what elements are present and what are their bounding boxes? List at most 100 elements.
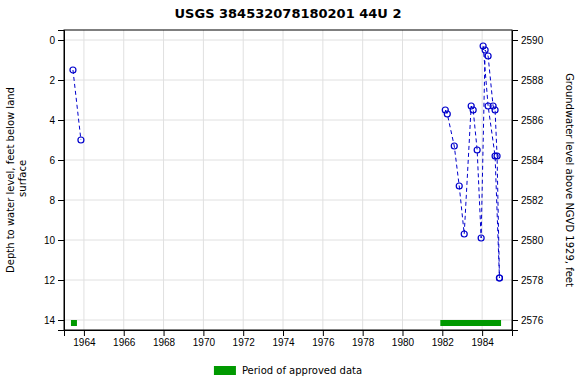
x-axis-tick-mark bbox=[442, 330, 443, 336]
series-point bbox=[478, 235, 484, 241]
x-axis-tick-mark bbox=[84, 330, 85, 336]
x-grid-line bbox=[243, 30, 244, 330]
y-axis-tick-mark bbox=[58, 80, 64, 81]
series-point bbox=[444, 111, 450, 117]
legend-swatch bbox=[214, 366, 236, 375]
y-axis-tick-mark bbox=[58, 240, 64, 241]
y2-axis-tick: 2578 bbox=[512, 275, 544, 286]
y2-axis-title: Groundwater level above NGVD 1929, feet bbox=[564, 73, 575, 287]
y-grid-line bbox=[64, 120, 512, 121]
x-axis-tick-label: 1964 bbox=[73, 337, 96, 348]
approved-period bbox=[71, 320, 77, 326]
y-grid-line bbox=[64, 240, 512, 241]
y2-axis-tick: 2584 bbox=[512, 155, 544, 166]
series-point bbox=[70, 67, 76, 73]
y-axis-tick: 6 bbox=[49, 155, 64, 166]
y-axis-tick-label: 10 bbox=[44, 235, 56, 246]
y-axis-tick-mark bbox=[58, 160, 64, 161]
y2-axis-tick-label: 2584 bbox=[521, 155, 544, 166]
x-axis-tick-label: 1974 bbox=[272, 337, 295, 348]
series-point bbox=[451, 143, 457, 149]
x-axis-tick-mark bbox=[482, 330, 483, 336]
x-axis-tick: 1964 bbox=[73, 330, 96, 348]
y2-axis-tick: 2590 bbox=[512, 35, 544, 46]
y-axis-tick: 4 bbox=[49, 115, 64, 126]
series-point bbox=[480, 43, 486, 49]
series-point bbox=[485, 103, 491, 109]
series-point bbox=[496, 275, 502, 281]
x-grid-line bbox=[402, 30, 403, 330]
y-axis-tick-mark bbox=[58, 320, 64, 321]
y-axis-tick: 10 bbox=[44, 235, 64, 246]
x-axis-tick-mark bbox=[243, 330, 244, 336]
x-axis-tick-mark bbox=[323, 330, 324, 336]
x-grid-line bbox=[163, 30, 164, 330]
x-axis-tick: 1978 bbox=[352, 330, 375, 348]
y-grid-line bbox=[64, 80, 512, 81]
y-axis-tick-label: 14 bbox=[44, 315, 56, 326]
y-axis-tick-mark bbox=[58, 40, 64, 41]
y2-axis: 25762578258025822584258625882590 bbox=[512, 31, 544, 331]
x-grid-line bbox=[442, 30, 443, 330]
x-axis-tick-label: 1982 bbox=[432, 337, 455, 348]
y-axis-tick-mark bbox=[58, 200, 64, 201]
series-point bbox=[485, 53, 491, 59]
y2-axis-tick-label: 2590 bbox=[521, 35, 544, 46]
y-axis-tick-label: 2 bbox=[49, 75, 55, 86]
plot-frame bbox=[64, 30, 512, 330]
x-axis-tick-mark bbox=[124, 330, 125, 336]
x-axis-tick: 1980 bbox=[392, 330, 415, 348]
legend: Period of approved data bbox=[214, 365, 362, 376]
y2-axis-tick-mark bbox=[512, 80, 518, 81]
y-grid-line bbox=[64, 280, 512, 281]
series-point bbox=[470, 107, 476, 113]
y2-axis-line bbox=[513, 31, 519, 331]
x-axis-tick: 1972 bbox=[233, 330, 256, 348]
legend-label: Period of approved data bbox=[242, 365, 362, 376]
y2-axis-tick: 2582 bbox=[512, 195, 544, 206]
y2-axis-tick-mark bbox=[512, 320, 518, 321]
series-line bbox=[73, 70, 81, 140]
x-grid-line bbox=[322, 30, 323, 330]
y-axis-tick: 12 bbox=[44, 275, 64, 286]
x-grid-line bbox=[362, 30, 363, 330]
y-axis-tick: 8 bbox=[49, 195, 64, 206]
y-grid-line bbox=[64, 200, 512, 201]
y2-axis-tick-label: 2582 bbox=[521, 195, 544, 206]
x-axis-tick-mark bbox=[203, 330, 204, 336]
y2-axis-tick-mark bbox=[512, 240, 518, 241]
y2-axis-tick-label: 2580 bbox=[521, 235, 544, 246]
y2-axis-tick-label: 2588 bbox=[521, 75, 544, 86]
y2-axis-tick-label: 2586 bbox=[521, 115, 544, 126]
y-axis: 0 2 4 6 8 10 12 14 bbox=[44, 31, 65, 331]
approved-period bbox=[440, 320, 501, 326]
x-axis-tick: 1970 bbox=[193, 330, 216, 348]
x-axis-tick: 1966 bbox=[113, 330, 136, 348]
x-axis-tick: 1984 bbox=[472, 330, 495, 348]
x-grid-line bbox=[203, 30, 204, 330]
y-axis-tick: 2 bbox=[49, 75, 64, 86]
y2-axis-tick-label: 2578 bbox=[521, 275, 544, 286]
y-axis-tick: 14 bbox=[44, 315, 64, 326]
y2-axis-tick: 2586 bbox=[512, 115, 544, 126]
x-axis-line bbox=[65, 331, 513, 337]
x-axis-tick: 1982 bbox=[432, 330, 455, 348]
y-grid-line bbox=[64, 160, 512, 161]
y2-axis-tick: 2580 bbox=[512, 235, 544, 246]
legend-item: Period of approved data bbox=[214, 365, 362, 376]
x-axis-tick-label: 1970 bbox=[193, 337, 216, 348]
x-axis-tick-label: 1972 bbox=[233, 337, 256, 348]
x-grid-line bbox=[123, 30, 124, 330]
y-axis-tick-label: 12 bbox=[44, 275, 56, 286]
title: USGS 384532078180201 44U 2 bbox=[175, 6, 402, 21]
series-point bbox=[492, 107, 498, 113]
series-point bbox=[474, 147, 480, 153]
series-point bbox=[461, 231, 467, 237]
y-axis-tick-label: 6 bbox=[49, 155, 55, 166]
x-axis-tick: 1974 bbox=[272, 330, 295, 348]
y-axis-tick-label: 0 bbox=[49, 35, 55, 46]
x-axis-tick-mark bbox=[164, 330, 165, 336]
x-axis-tick-label: 1966 bbox=[113, 337, 136, 348]
y2-axis-tick-mark bbox=[512, 40, 518, 41]
y-axis-tick-label: 4 bbox=[49, 115, 55, 126]
